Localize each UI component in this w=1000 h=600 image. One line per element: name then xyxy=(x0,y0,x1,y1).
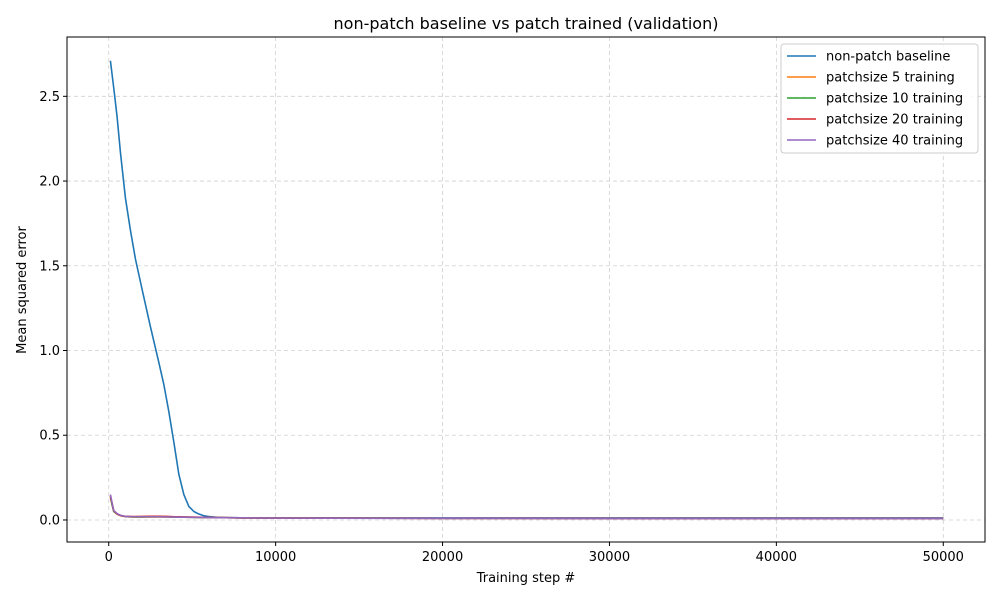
legend-label: patchsize 20 training xyxy=(826,113,963,128)
x-tick-label: 20000 xyxy=(422,550,463,565)
x-tick-label: 30000 xyxy=(589,550,630,565)
y-tick-label: 0.0 xyxy=(39,513,60,528)
y-tick-label: 1.0 xyxy=(39,344,60,359)
y-axis-ticks: 0.0 0.5 1.0 1.5 2.0 2.5 xyxy=(39,90,67,528)
chart-title: non-patch baseline vs patch trained (val… xyxy=(334,14,719,33)
legend: non-patch baseline patchsize 5 training pa… xyxy=(780,43,979,154)
x-tick-label: 0 xyxy=(105,550,113,565)
x-axis-ticks: 0 10000 20000 30000 40000 50000 xyxy=(105,542,964,565)
y-tick-label: 1.5 xyxy=(39,259,60,274)
legend-label: patchsize 40 training xyxy=(826,134,963,149)
legend-label: non-patch baseline xyxy=(826,50,950,65)
x-tick-label: 40000 xyxy=(756,550,797,565)
legend-label: patchsize 10 training xyxy=(826,92,963,107)
x-axis-label: Training step # xyxy=(476,571,576,586)
legend-items: non-patch baseline patchsize 5 training pa… xyxy=(787,50,963,149)
series-lines xyxy=(109,60,944,520)
series-line-patchsize-40-training xyxy=(109,494,944,520)
y-tick-label: 2.0 xyxy=(39,175,60,190)
y-tick-label: 0.5 xyxy=(39,429,60,444)
legend-box xyxy=(780,43,979,154)
legend-label: patchsize 5 training xyxy=(826,71,955,86)
y-tick-label: 2.5 xyxy=(39,90,60,105)
x-tick-label: 50000 xyxy=(923,550,964,565)
x-tick-label: 10000 xyxy=(255,550,296,565)
y-axis-label: Mean squared error xyxy=(15,226,30,354)
plot-frame xyxy=(66,36,986,543)
